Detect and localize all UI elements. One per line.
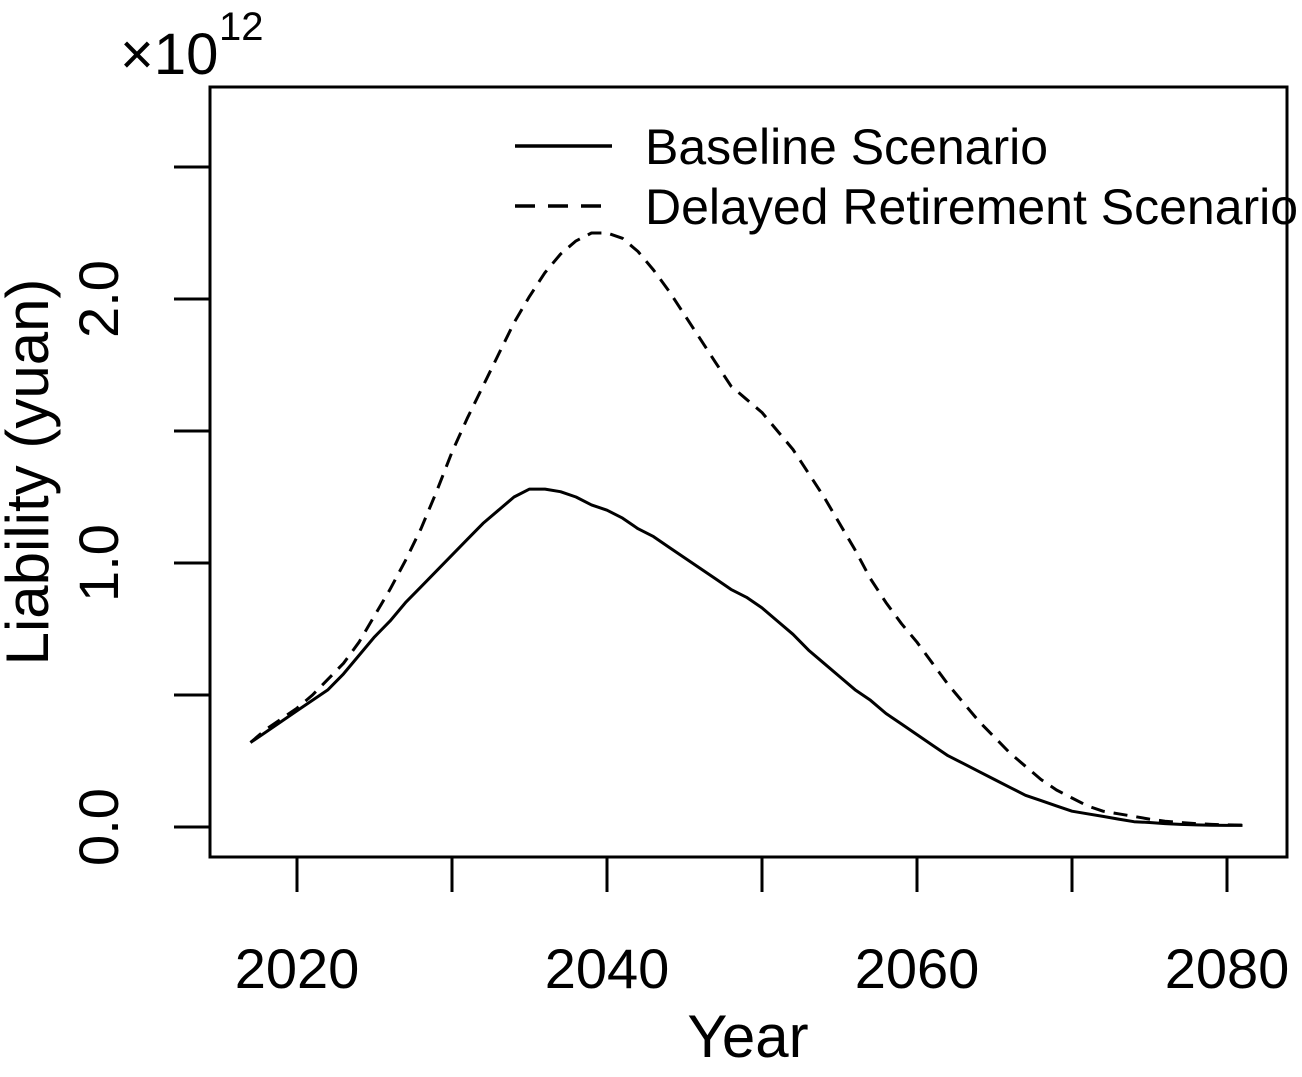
delayed-retirement-curve [249, 231, 1243, 827]
y-axis-exponent-power: 12 [219, 5, 264, 49]
x-tick-label-2060: 2060 [855, 937, 980, 1000]
data-curves [249, 231, 1243, 827]
x-tick-label-2040: 2040 [545, 937, 670, 1000]
y-tick-label-0: 0.0 [67, 788, 130, 866]
x-tick-label-2020: 2020 [235, 937, 360, 1000]
axis-ticks [174, 165, 1229, 892]
plot-frame [208, 85, 1289, 859]
y-tick-label-1: 1.0 [67, 524, 130, 602]
x-tick-label-2080: 2080 [1165, 937, 1290, 1000]
legend: Baseline Scenario Delayed Retirement Sce… [515, 119, 1298, 235]
legend-label-baseline: Baseline Scenario [645, 119, 1048, 175]
y-axis-title: Liability (yuan) [0, 279, 61, 666]
y-tick-label-2: 2.0 [67, 260, 130, 338]
y-axis-exponent-base: ×10 [120, 22, 218, 87]
x-axis-title: Year [687, 1003, 808, 1070]
legend-label-delayed: Delayed Retirement Scenario [645, 179, 1298, 235]
baseline-curve [249, 487, 1243, 827]
